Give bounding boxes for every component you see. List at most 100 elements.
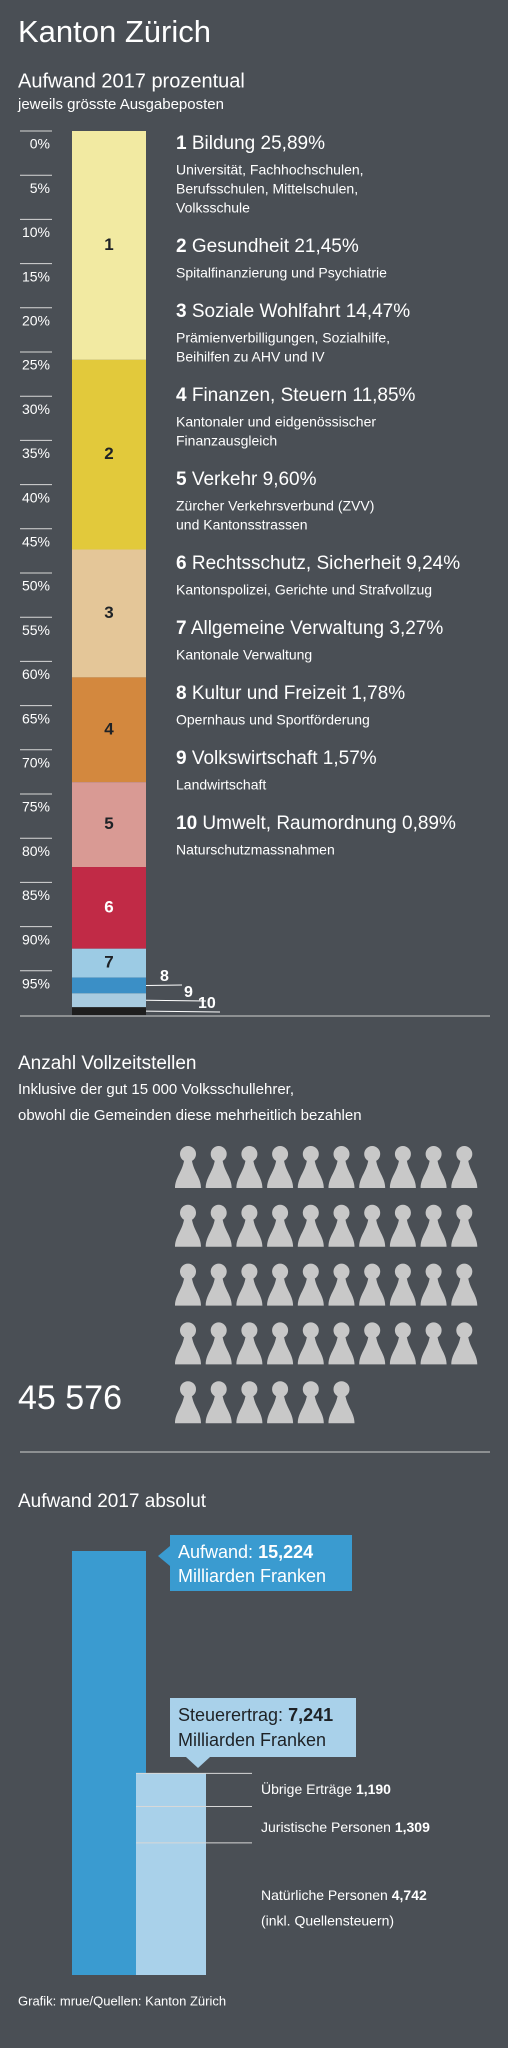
y-tick-label: 15% (22, 268, 50, 284)
person-icon-head (364, 1322, 381, 1339)
person-icon-body (359, 1219, 386, 1247)
person-icon-head (180, 1204, 196, 1221)
legend-name: Finanzen, Steuern (192, 385, 347, 406)
chart-subtitle: obwohl die Gemeinden diese mehrheitlich … (18, 1107, 362, 1124)
person-icon-body (359, 1337, 386, 1365)
bar (72, 1551, 146, 1975)
leader-line (145, 999, 207, 1002)
legend-value: 3,27% (389, 618, 443, 639)
person-icon-body (205, 1161, 232, 1188)
chart-subtitle: Inklusive der gut 15 000 Volksschullehre… (18, 1081, 294, 1098)
legend-number: 5 (176, 469, 187, 490)
legend-number: 6 (176, 553, 187, 574)
legend-heading: 4 Finanzen, Steuern 11,85% (176, 385, 416, 406)
segment-label: 3 (104, 603, 113, 622)
legend-number: 1 (176, 133, 187, 154)
chart-title: Aufwand 2017 prozentual (18, 70, 245, 92)
person-icon-body (328, 1219, 355, 1247)
person-icon-head (333, 1146, 350, 1162)
legend-heading: 8 Kultur und Freizeit 1,78% (176, 683, 405, 704)
y-tick-label: 35% (22, 445, 50, 461)
legend-description: Spitalfinanzierung und Psychiatrie (176, 265, 387, 281)
legend-number: 4 (176, 385, 187, 406)
y-tick-label: 80% (22, 843, 50, 859)
legend-value: 9,60% (263, 469, 317, 490)
legend-name: Soziale Wohlfahrt (192, 301, 341, 322)
y-tick-label: 75% (22, 799, 50, 815)
person-icon-head (364, 1204, 381, 1221)
person-icon-body (267, 1337, 294, 1365)
y-tick-label: 40% (22, 489, 50, 505)
person-icon-head (241, 1146, 258, 1162)
legend-name: Allgemeine Verwaltung (191, 618, 384, 639)
person-icon-head (425, 1204, 442, 1221)
legend-value: 21,45% (294, 236, 359, 257)
segment-value: 1,190 (356, 1781, 391, 1797)
person-icon-body (175, 1219, 201, 1247)
legend-value: 14,47% (346, 301, 411, 322)
y-tick-label: 45% (22, 534, 50, 550)
person-icon-head (272, 1204, 289, 1221)
segment-label: 2 (104, 444, 113, 463)
person-icon-body (389, 1278, 416, 1306)
person-icon-head (456, 1263, 473, 1280)
legend-description: Naturschutzmassnahmen (176, 842, 335, 858)
legend-heading: 6 Rechtsschutz, Sicherheit 9,24% (176, 553, 460, 574)
person-icon-body (267, 1278, 294, 1306)
legend-name: Verkehr (192, 469, 258, 490)
bar-segment (72, 782, 146, 868)
person-icon-head (272, 1322, 289, 1339)
person-icon-body (328, 1337, 355, 1365)
person-icon-body (205, 1396, 232, 1424)
legend-number: 3 (176, 301, 187, 322)
legend-heading: 7 Allgemeine Verwaltung 3,27% (176, 618, 443, 639)
bar-segment (72, 867, 146, 949)
y-tick-label: 5% (30, 180, 50, 196)
y-tick-label: 70% (22, 755, 50, 771)
legend-value: 0,89% (402, 813, 456, 834)
person-icon-body (389, 1337, 416, 1365)
callout-value: 15,224 (258, 1542, 313, 1562)
person-icon-body (236, 1396, 263, 1424)
y-tick-label: 25% (22, 357, 50, 373)
page-title: Kanton Zürich (18, 14, 211, 49)
legend-heading: 5 Verkehr 9,60% (176, 469, 317, 490)
legend-description: Volksschule (176, 200, 250, 216)
y-tick-label: 60% (22, 666, 50, 682)
legend-name: Umwelt, Raumordnung (202, 813, 396, 834)
person-icon-head (333, 1322, 350, 1339)
person-icon-body (451, 1161, 478, 1188)
person-icon-body (297, 1337, 324, 1365)
person-icon-body (389, 1161, 416, 1188)
y-tick-label: 10% (22, 224, 50, 240)
person-icon-head (241, 1263, 258, 1280)
bar-segment (72, 993, 146, 1008)
person-icon-head (456, 1322, 473, 1339)
legend-description: Kantonale Verwaltung (176, 647, 312, 663)
legend-description: Kantonspolizei, Gerichte und Strafvollzu… (176, 582, 432, 598)
segment-label: 4 (104, 719, 114, 738)
legend-number: 7 (176, 618, 187, 639)
callout-pointer (158, 1546, 170, 1566)
callout-pointer (186, 1757, 210, 1768)
segment-value: 4,742 (392, 1887, 427, 1903)
y-tick-label: 95% (22, 976, 50, 992)
legend-number: 8 (176, 683, 187, 704)
bar-segment (72, 948, 146, 978)
legend-heading: 1 Bildung 25,89% (176, 133, 325, 154)
legend-description: Landwirtschaft (176, 777, 266, 793)
person-icon-body (267, 1161, 294, 1188)
legend-number: 10 (176, 813, 197, 834)
legend-description: Beihilfen zu AHV und IV (176, 349, 325, 365)
legend-heading: 3 Soziale Wohlfahrt 14,47% (176, 301, 410, 322)
legend-description: und Kantonsstrassen (176, 517, 308, 533)
legend-description: Zürcher Verkehrsverbund (ZVV) (176, 498, 374, 514)
person-icon-head (302, 1381, 319, 1398)
person-icon-head (333, 1381, 350, 1398)
chart-subtitle: jeweils grösste Ausgabeposten (17, 96, 224, 113)
person-icon-head (210, 1381, 227, 1398)
person-icon-body (267, 1219, 294, 1247)
legend-name: Bildung (192, 133, 255, 154)
legend-description: Universität, Fachhochschulen, (176, 162, 364, 178)
